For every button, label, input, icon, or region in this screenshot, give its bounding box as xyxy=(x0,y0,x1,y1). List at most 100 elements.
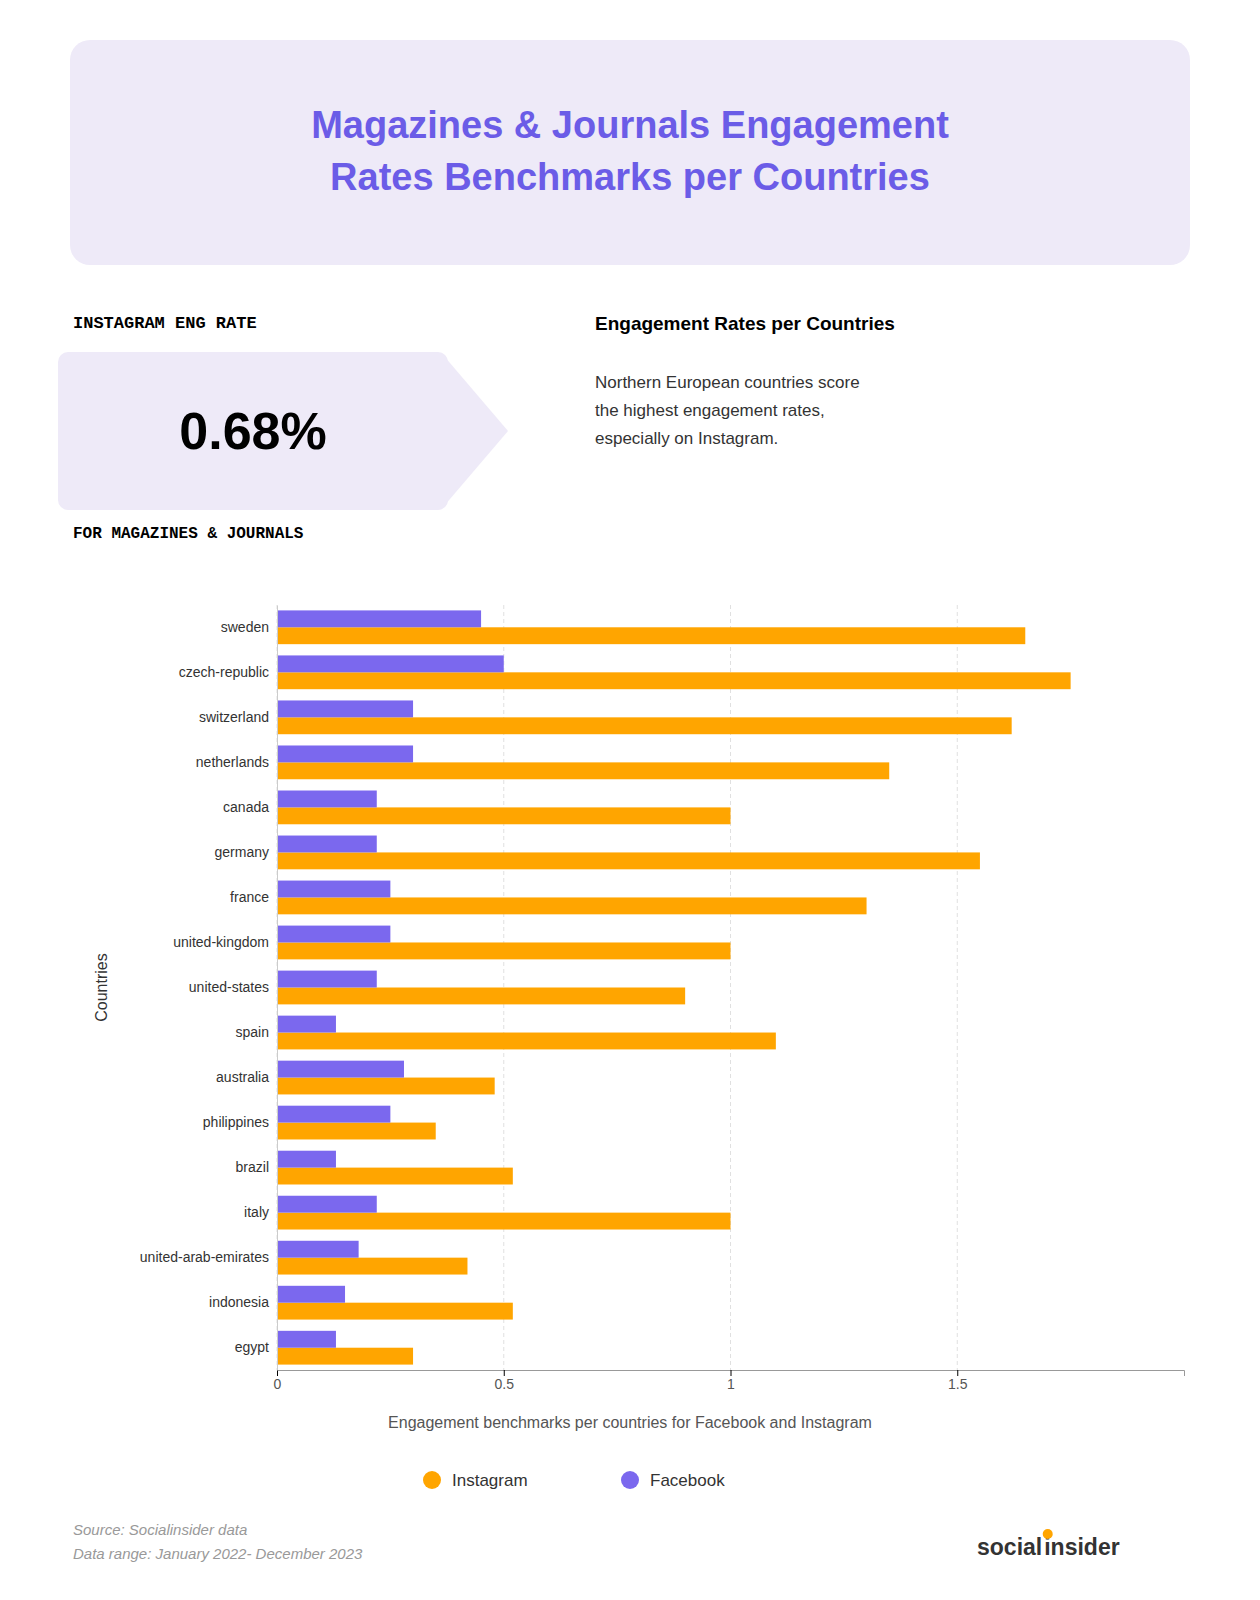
bar xyxy=(277,988,685,1005)
legend-marker xyxy=(621,1471,639,1489)
bars xyxy=(277,610,1071,1364)
x-tick: 1 xyxy=(727,1370,735,1392)
y-tick-label: sweden xyxy=(221,619,269,635)
bar xyxy=(277,852,980,869)
y-tick: philippines xyxy=(203,1114,277,1130)
annotation: Engagement Rates per Countries xyxy=(595,313,895,334)
y-axis-title: Countries xyxy=(93,953,110,1021)
y-tick: united-states xyxy=(189,979,277,995)
x-axis: 0 0.5 1 1.5 xyxy=(274,1370,1185,1392)
y-tick: egypt xyxy=(235,1339,277,1355)
legend-marker xyxy=(423,1471,441,1489)
annotation: Northern European countries score the hig… xyxy=(595,373,860,448)
bar xyxy=(277,897,867,914)
annotation: INSTAGRAM ENG RATE xyxy=(73,314,257,333)
y-tick-label: canada xyxy=(223,799,269,815)
bar xyxy=(277,717,1012,734)
y-tick-label: spain xyxy=(236,1024,269,1040)
bar xyxy=(277,1151,336,1168)
title-line: Rates Benchmarks per Countries xyxy=(330,156,930,198)
bar xyxy=(277,926,390,943)
bar xyxy=(277,1196,377,1213)
bar xyxy=(277,1016,336,1033)
annotation-line: Northern European countries score xyxy=(595,373,860,392)
y-tick: spain xyxy=(236,1024,277,1040)
annotation: insider xyxy=(1044,1534,1119,1560)
legend-label: Facebook xyxy=(650,1471,725,1490)
y-tick-label: australia xyxy=(216,1069,269,1085)
y-tick-label: france xyxy=(230,889,269,905)
y-tick: switzerland xyxy=(199,709,277,725)
y-tick: sweden xyxy=(221,619,277,635)
annotation-line: Data range: January 2022- December 2023 xyxy=(73,1545,363,1562)
bar xyxy=(277,655,504,672)
y-tick: netherlands xyxy=(196,754,277,770)
bar xyxy=(277,610,481,627)
bar xyxy=(277,1106,390,1123)
annotation-line: the highest engagement rates, xyxy=(595,401,825,420)
x-tick: 0.5 xyxy=(495,1370,515,1392)
annotation-line: Source: Socialinsider data xyxy=(73,1521,247,1538)
x-tick: 1.5 xyxy=(948,1370,968,1392)
annotation: Engagement benchmarks per countries for … xyxy=(388,1414,872,1431)
y-tick-label: indonesia xyxy=(209,1294,269,1310)
bar xyxy=(277,807,731,824)
x-tick-label: 0 xyxy=(274,1376,282,1392)
bar xyxy=(277,971,377,988)
annotation: Source: Socialinsider data Data range: Ja… xyxy=(73,1521,363,1562)
y-tick-label: italy xyxy=(244,1204,269,1220)
y-tick: united-kingdom xyxy=(173,934,277,950)
y-tick: czech-republic xyxy=(179,664,277,680)
legend-item: Facebook xyxy=(621,1471,725,1490)
bar xyxy=(277,791,377,808)
y-tick: france xyxy=(230,889,277,905)
annotation: FOR MAGAZINES & JOURNALS xyxy=(73,525,304,543)
bar xyxy=(277,762,889,779)
bar xyxy=(277,1078,495,1095)
y-tick-label: czech-republic xyxy=(179,664,269,680)
y-axis-line xyxy=(277,606,278,1371)
annotation-line: especially on Instagram. xyxy=(595,429,778,448)
bar xyxy=(277,1033,776,1050)
grid-line xyxy=(277,605,278,1370)
bar xyxy=(277,881,390,898)
legend: Instagram Facebook xyxy=(423,1471,725,1490)
bar xyxy=(277,942,731,959)
bar-series xyxy=(277,627,1071,1364)
annotation: 0.68% xyxy=(179,402,326,460)
x-tick-label: 1 xyxy=(727,1376,735,1392)
y-tick-label: netherlands xyxy=(196,754,269,770)
y-tick-label: brazil xyxy=(236,1159,269,1175)
bar xyxy=(277,1348,413,1365)
legend-item: Instagram xyxy=(423,1471,528,1490)
bar xyxy=(277,1123,436,1140)
bar xyxy=(277,672,1071,689)
x-tick-label: 0.5 xyxy=(495,1376,515,1392)
y-tick-label: united-arab-emirates xyxy=(140,1249,269,1265)
bar xyxy=(277,836,377,853)
y-tick: germany xyxy=(215,844,277,860)
y-tick: indonesia xyxy=(209,1294,277,1310)
bar xyxy=(277,700,413,717)
title-background xyxy=(70,40,1190,265)
bar xyxy=(277,627,1025,644)
title: Magazines & Journals Engagement Rates Ben… xyxy=(311,104,949,198)
y-tick: canada xyxy=(223,799,277,815)
y-tick-label: germany xyxy=(215,844,269,860)
chart: Magazines & Journals Engagement Rates Ben… xyxy=(0,0,1260,1600)
bar-series xyxy=(277,610,504,1347)
y-axis: sweden czech-republic switzerland netherlan… xyxy=(140,606,278,1371)
legend-label: Instagram xyxy=(452,1471,528,1490)
y-tick: brazil xyxy=(236,1159,277,1175)
bar xyxy=(277,1213,731,1230)
title-line: Magazines & Journals Engagement xyxy=(311,104,949,146)
y-tick: italy xyxy=(244,1204,277,1220)
bar xyxy=(277,1331,336,1348)
y-tick-label: united-kingdom xyxy=(173,934,269,950)
bar xyxy=(277,1303,513,1320)
rate-background xyxy=(58,352,448,510)
bar xyxy=(277,1061,404,1078)
y-tick-label: united-states xyxy=(189,979,269,995)
x-tick: 0 xyxy=(274,1370,282,1392)
y-tick: united-arab-emirates xyxy=(140,1249,277,1265)
